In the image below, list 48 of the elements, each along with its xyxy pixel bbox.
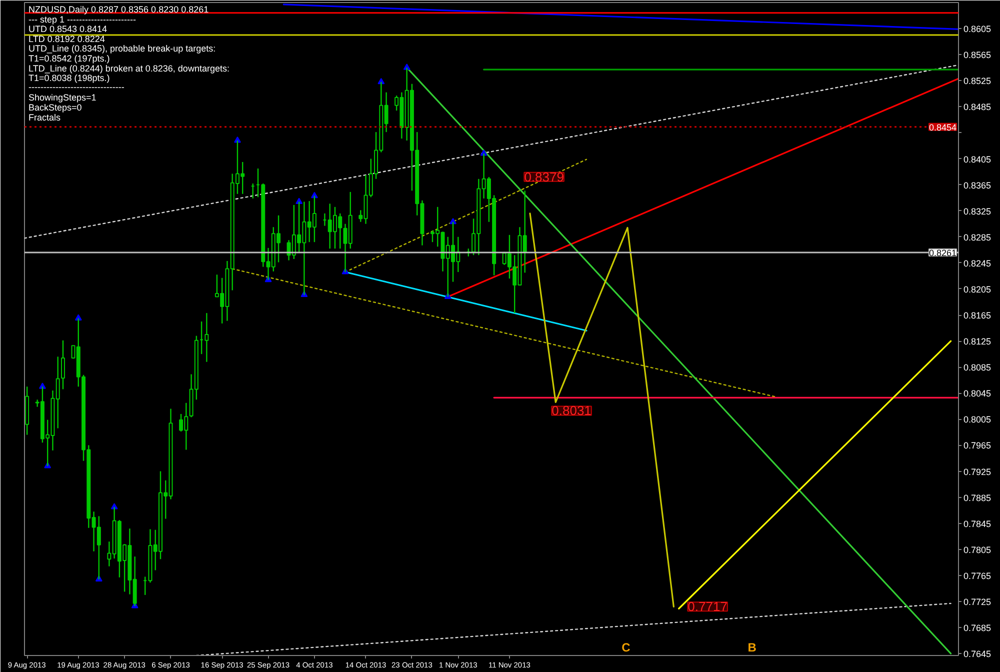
y-tick-label: 0.7645 — [964, 649, 992, 660]
y-tick-label: 0.8045 — [964, 388, 992, 399]
y-tick-label: 0.8525 — [964, 76, 992, 86]
annotation: UTD_Line (0.8345), probable break-up targets: — [28, 44, 216, 54]
line-series — [529, 212, 674, 608]
y-tick-label: 0.8125 — [964, 336, 992, 347]
y-tick-label: 0.8005 — [964, 414, 992, 425]
point — [310, 192, 318, 198]
candlestick — [60, 340, 65, 390]
y-tick-label: 0.8085 — [964, 362, 992, 373]
y-tick-label: 0.8605 — [964, 24, 992, 34]
annotation: -------------------------------- — [28, 82, 124, 92]
point — [450, 218, 457, 224]
y-tick-label: 0.7725 — [964, 596, 992, 607]
y-tick-label: 0.8205 — [964, 284, 992, 294]
ref-line-label: 0.8454 — [928, 122, 957, 132]
annotation: LTD 0.8192 0.8224 — [28, 34, 105, 44]
y-tick-label: 0.7805 — [964, 544, 992, 555]
annotation: T1=0.8542 (197pts.) — [28, 54, 110, 64]
y-tick-label: 0.7845 — [964, 518, 992, 529]
y-tick-label: 0.8485 — [964, 102, 992, 112]
y-tick-label: 0.7765 — [964, 570, 992, 581]
y-tick-label: 0.8245 — [964, 258, 992, 268]
annotation: UTD 0.8543 0.8414 — [28, 24, 108, 34]
annotation: LTD_Line (0.8244) broken at 0.8236, downtargets: — [28, 63, 230, 74]
chart-title: NZDUSD,Daily 0.8287 0.8356 0.8230 0.8261 — [28, 4, 209, 14]
annotation: 0.7717 — [688, 599, 728, 614]
y-tick-label: 0.7925 — [964, 466, 992, 477]
annotation: ShowingSteps=1 — [28, 92, 96, 103]
ref-line-label: 0.8261 — [928, 248, 957, 258]
annotation: 0.8379 — [524, 169, 564, 184]
annotation: 0.8031 — [552, 403, 592, 418]
y-tick-label: 0.8285 — [964, 232, 992, 242]
y-tick-label: 0.8405 — [964, 154, 992, 164]
y-tick-label: 0.8565 — [964, 50, 992, 60]
y-tick-label: 0.7965 — [964, 440, 992, 451]
y-tick-label: 0.8325 — [964, 206, 992, 216]
y-tick-label: 0.7885 — [964, 492, 992, 503]
y-tick-label: 0.8165 — [964, 310, 992, 321]
annotation: Fractals — [28, 112, 62, 122]
annotation: --- step 1 ----------------------- — [28, 14, 136, 24]
annotation: B — [748, 640, 757, 654]
y-tick-label: 0.8365 — [964, 180, 992, 190]
annotation: BackSteps=0 — [28, 102, 82, 112]
point — [74, 314, 82, 320]
annotation: T1=0.8038 (198pts.) — [28, 73, 110, 84]
annotation: C — [622, 640, 631, 654]
y-tick-label: 0.7685 — [964, 623, 992, 634]
